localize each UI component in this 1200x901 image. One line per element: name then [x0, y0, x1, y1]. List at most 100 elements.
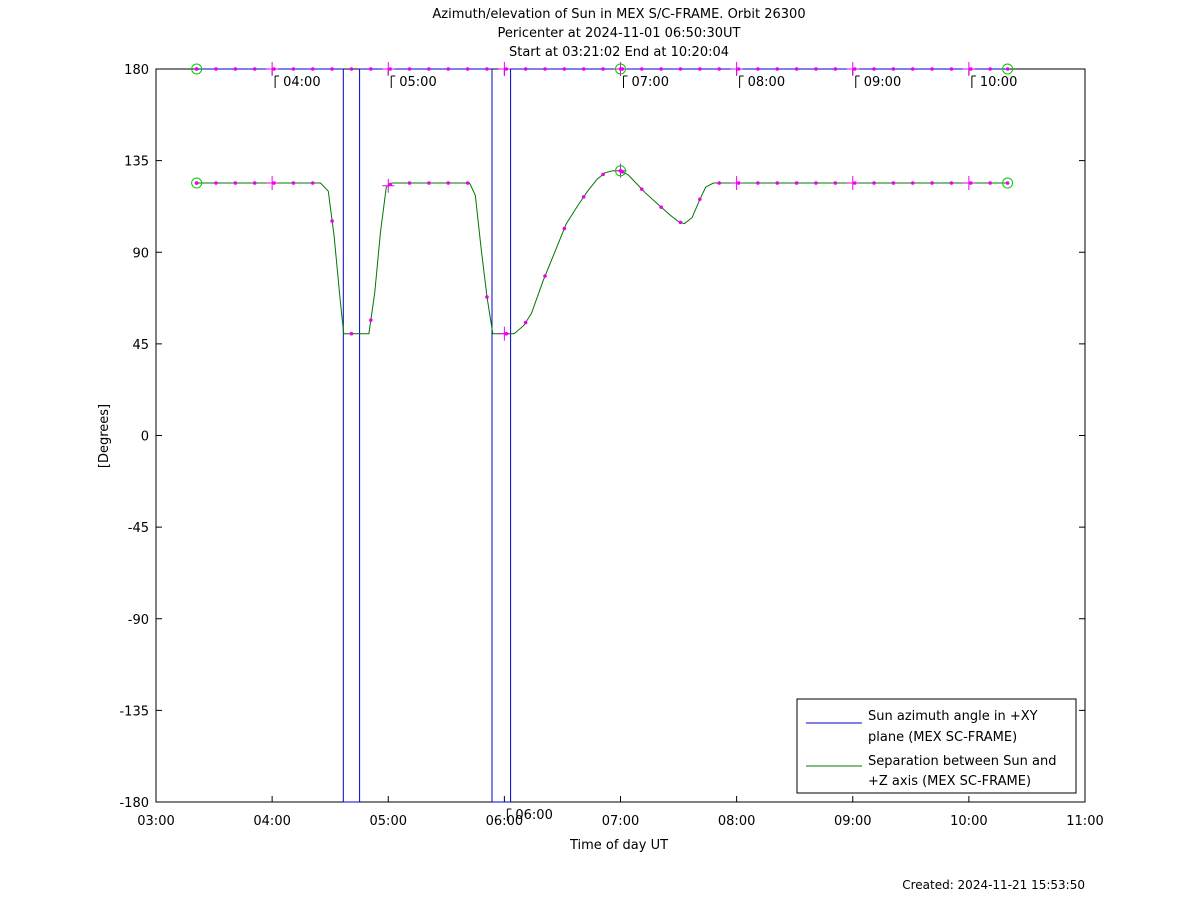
marker-layer: 04:00 05:00 06:00 07:00 08:00 09:00 10:00	[191, 62, 1017, 823]
marker-dot	[930, 67, 934, 71]
marker-dot	[349, 331, 354, 336]
marker-dot	[485, 67, 489, 71]
marker-dot	[717, 181, 722, 185]
marker-dot	[601, 172, 605, 177]
legend: Sun azimuth angle in +XY plane (MEX SC-F…	[796, 698, 1077, 794]
marker-dot	[833, 67, 838, 71]
hour-label-hook	[739, 75, 744, 88]
axis-ticks: 03:00 04:00 05:00 06:00 07:00 08:00 09:00 10:00…	[119, 63, 1103, 829]
marker-dot	[465, 67, 470, 71]
x-tick-label: 11:00	[1066, 814, 1103, 829]
x-tick-label: 05:00	[370, 814, 407, 829]
y-tick-label: 90	[132, 246, 149, 261]
marker-dot	[756, 67, 760, 71]
title-line-1: Azimuth/elevation of Sun in MEX S/C-FRAM…	[432, 7, 805, 22]
marker-dot	[814, 67, 818, 71]
hour-label: 09:00	[864, 75, 901, 90]
marker-dot	[330, 219, 334, 223]
marker-dot	[988, 181, 992, 185]
marker-dot	[775, 181, 780, 185]
event-center	[194, 67, 199, 71]
hour-label-hook	[274, 75, 280, 88]
hour-label-hook	[971, 75, 976, 88]
event-circle	[191, 177, 203, 189]
event-circle	[1002, 177, 1014, 189]
plot-area	[155, 68, 1086, 803]
hour-label-hook	[390, 75, 396, 88]
y-tick-label: -45	[128, 521, 149, 536]
marker-dot	[407, 67, 412, 71]
marker-dot	[465, 181, 470, 185]
event-circle	[1002, 63, 1014, 75]
marker-dot	[543, 67, 547, 71]
marker-dot	[214, 181, 218, 185]
marker-dot	[581, 67, 586, 71]
y-tick-label: -180	[119, 796, 149, 811]
marker-dot	[678, 67, 683, 71]
marker-dot	[910, 181, 915, 185]
series-line-separation	[196, 170, 1008, 335]
marker-dot	[639, 67, 644, 71]
event-center	[194, 181, 199, 185]
legend-box	[796, 698, 1077, 794]
marker-dot	[949, 67, 954, 71]
y-tick-label: -135	[119, 704, 149, 719]
hour-label-hook	[506, 808, 512, 821]
marker-dot	[523, 67, 528, 71]
marker-dot	[446, 67, 451, 71]
marker-dot	[581, 195, 586, 199]
marker-dot	[310, 181, 315, 185]
marker-dot	[678, 220, 683, 225]
marker-dot	[930, 181, 934, 185]
legend-label-separation-2: +Z axis (MEX SC-FRAME)	[868, 774, 1031, 789]
marker-dot	[233, 67, 238, 71]
marker-dot	[891, 181, 896, 185]
series-layer	[196, 68, 1008, 803]
x-tick-label: 06:00	[486, 814, 523, 829]
marker-dot	[891, 67, 896, 71]
y-axis-label: [Degrees]	[97, 404, 112, 468]
hour-label-hook	[855, 75, 860, 88]
marker-dot	[601, 67, 605, 71]
marker-dot	[485, 295, 489, 299]
series-line-azimuth	[196, 68, 1008, 803]
marker-dot	[659, 67, 663, 71]
marker-dot	[639, 187, 644, 191]
event-center	[1005, 181, 1010, 185]
x-axis-label: Time of day UT	[569, 838, 668, 853]
marker-dot	[717, 67, 722, 71]
event-circle	[191, 63, 203, 75]
marker-dot	[330, 67, 334, 71]
marker-dot	[814, 181, 818, 185]
hour-label: 08:00	[748, 75, 785, 90]
marker-dot	[369, 318, 373, 322]
legend-label-separation-1: Separation between Sun and	[868, 754, 1056, 769]
marker-dot	[252, 67, 257, 71]
hour-label-hook	[623, 75, 628, 88]
chart-title: Azimuth/elevation of Sun in MEX S/C-FRAM…	[432, 7, 805, 60]
marker-dot	[872, 181, 876, 185]
marker-dot	[756, 181, 760, 185]
hour-label: 07:00	[632, 75, 669, 90]
marker-dot	[427, 181, 431, 185]
marker-dot	[291, 181, 296, 185]
marker-dot	[833, 181, 838, 185]
event-center	[618, 169, 623, 173]
marker-dot	[446, 181, 451, 185]
marker-dot	[698, 67, 702, 71]
marker-dot	[369, 67, 373, 71]
event-center	[618, 67, 623, 71]
marker-dot	[910, 67, 915, 71]
marker-dot	[233, 181, 238, 185]
x-tick-label: 10:00	[950, 814, 987, 829]
marker-dot	[349, 67, 354, 71]
y-tick-label: 0	[141, 430, 149, 445]
marker-dot	[523, 320, 528, 325]
marker-dot	[794, 67, 799, 71]
marker-dot	[988, 67, 992, 71]
y-tick-label: 45	[132, 338, 149, 353]
marker-dot	[562, 226, 567, 231]
marker-dot	[214, 67, 218, 71]
marker-dot	[543, 274, 547, 278]
